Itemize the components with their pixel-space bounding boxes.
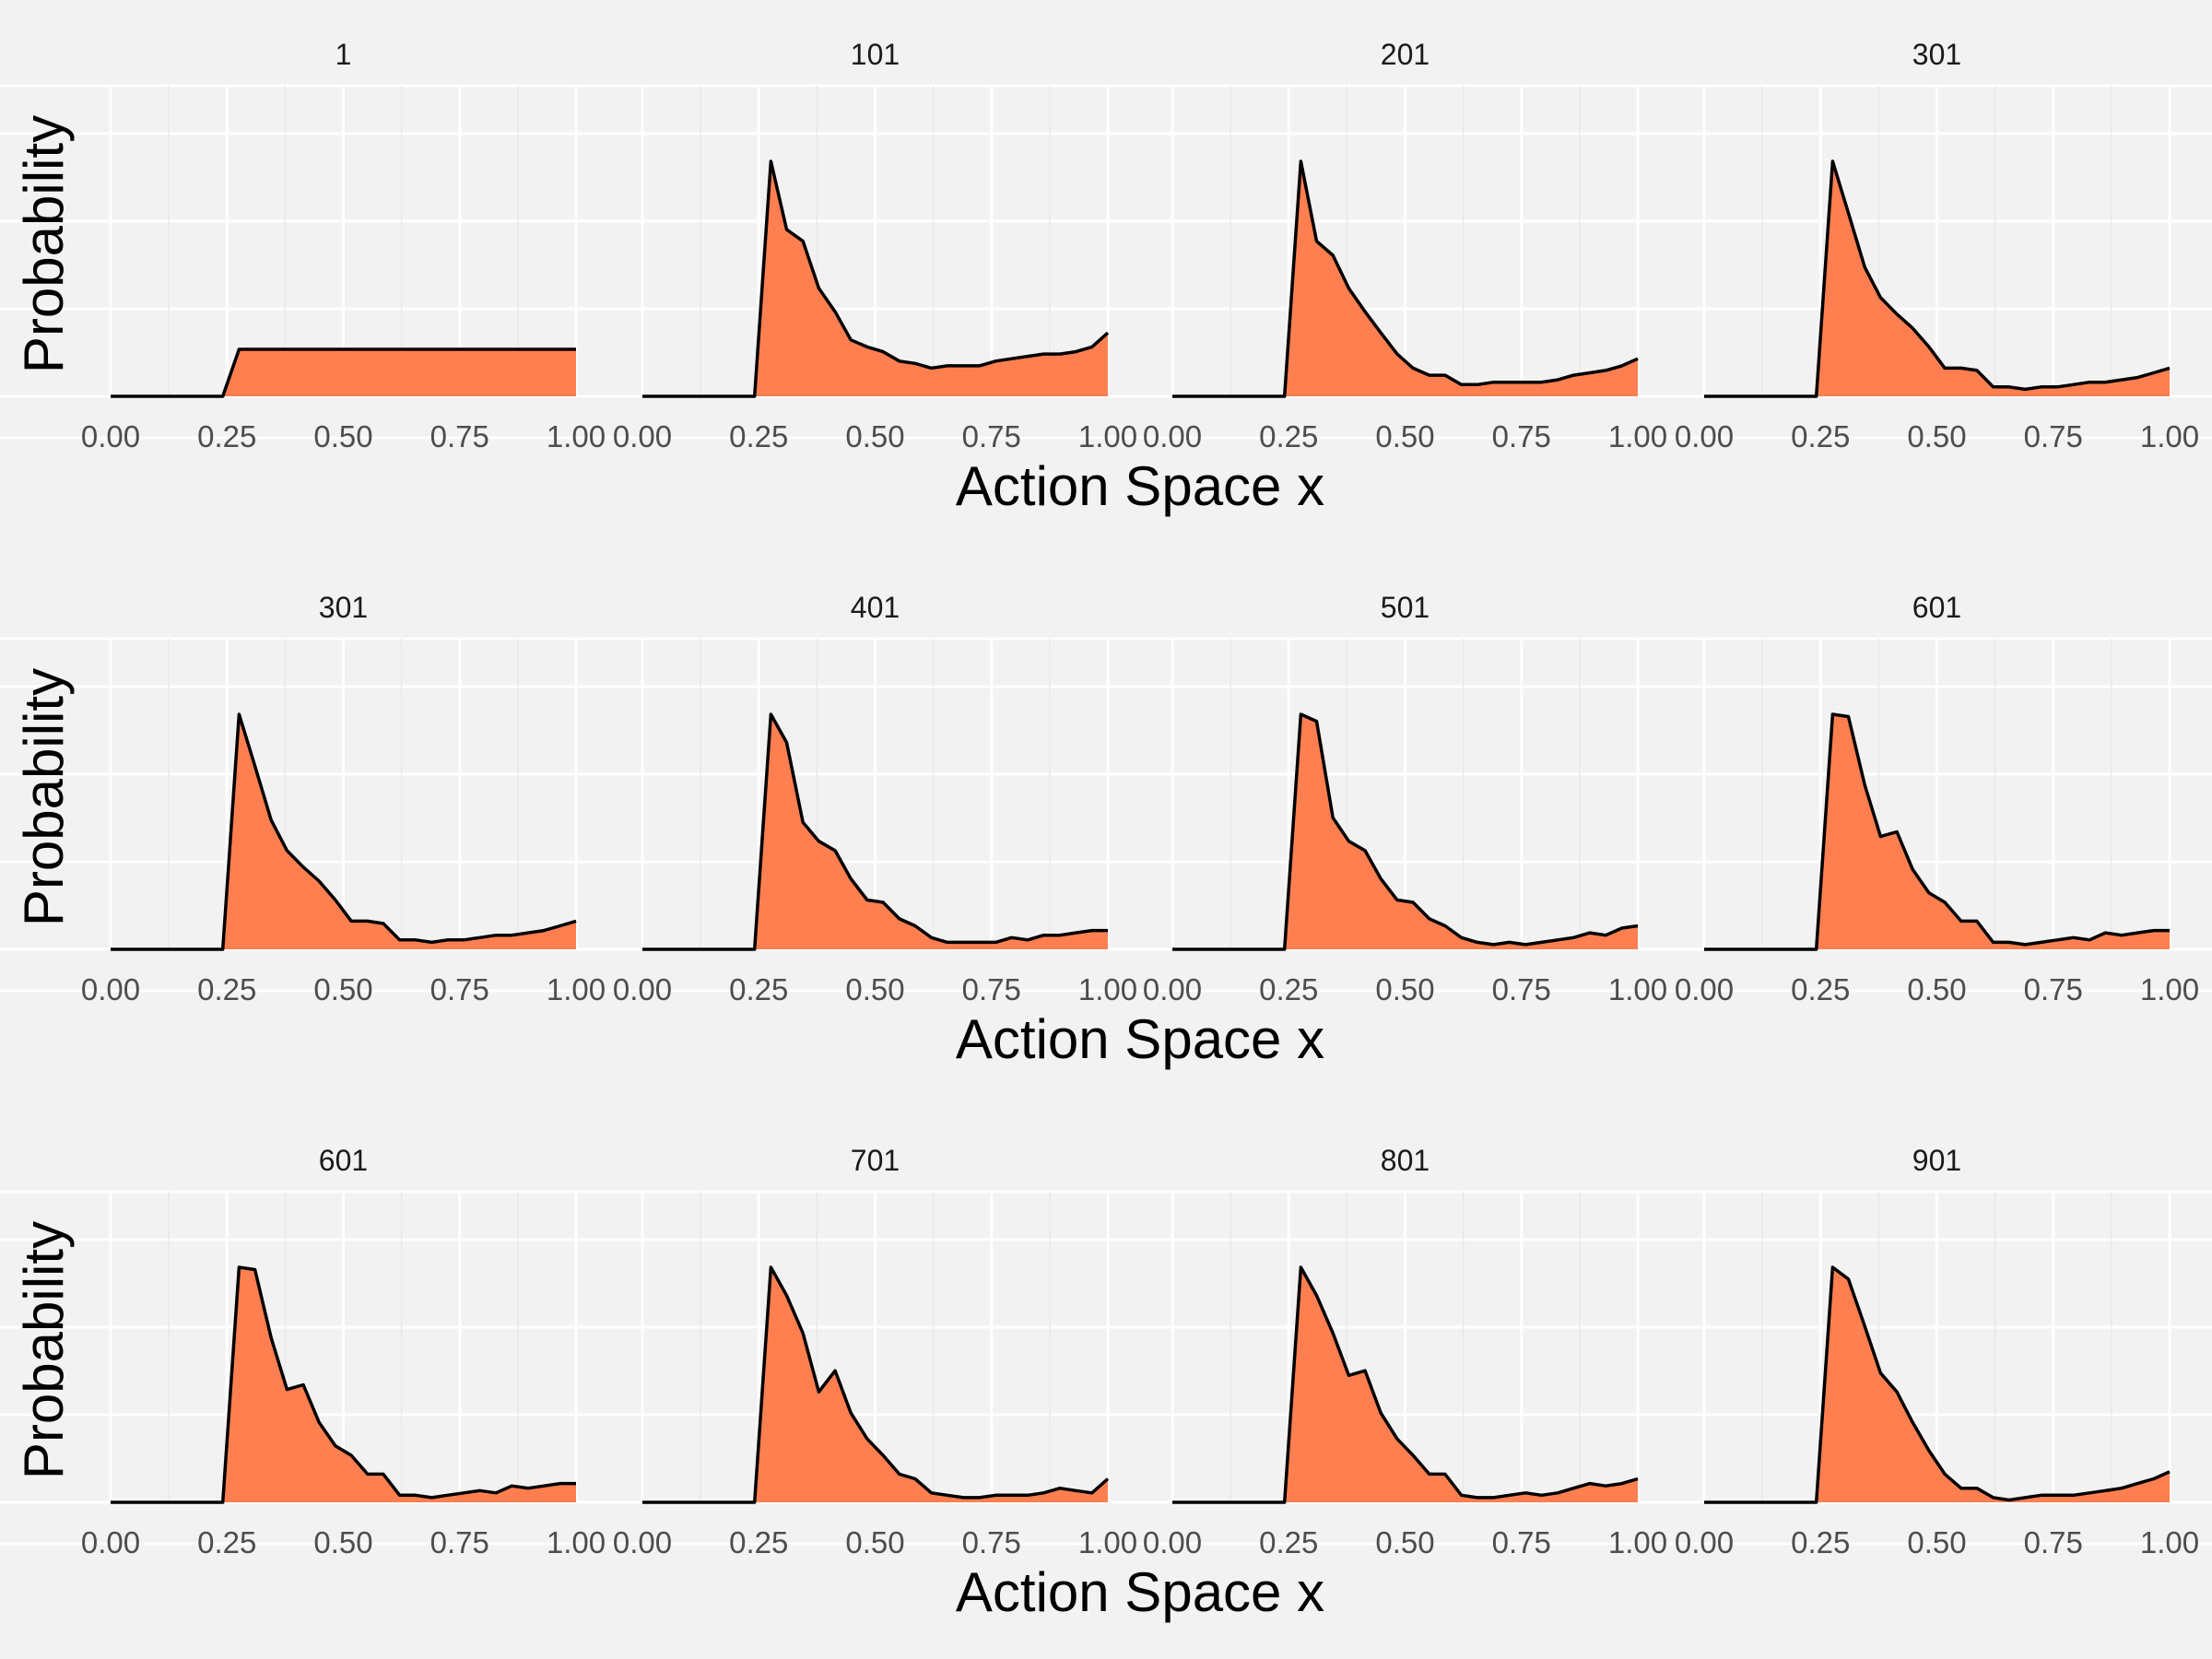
- x-tick-label: 0.75: [2024, 972, 2083, 1006]
- facet-strip-label: 101: [851, 38, 900, 71]
- density-line: [1172, 712, 1639, 951]
- x-tick-label: 0.00: [613, 1525, 672, 1559]
- x-tick-label: 0.00: [1675, 972, 1734, 1006]
- x-tick-label: 0.25: [1791, 972, 1850, 1006]
- density-line: [642, 159, 1110, 398]
- x-tick-label: 1.00: [1078, 419, 1137, 453]
- density-line: [1704, 159, 2171, 398]
- density-line: [1172, 159, 1639, 398]
- x-tick-label: 0.00: [81, 1525, 140, 1559]
- x-tick-label: 0.50: [845, 419, 904, 453]
- x-tick-label: 0.00: [613, 972, 672, 1006]
- x-tick-label: 0.25: [1259, 1525, 1318, 1559]
- x-tick-label: 0.25: [1791, 419, 1850, 453]
- x-tick-label: 0.50: [845, 1525, 904, 1559]
- facet-strip-label: 401: [851, 591, 900, 624]
- x-tick-label: 1.00: [547, 972, 606, 1006]
- x-tick-label: 0.75: [2024, 419, 2083, 453]
- facet-strip-label: 501: [1381, 591, 1430, 624]
- facet-strip-label: 701: [851, 1144, 900, 1177]
- x-axis-title: Action Space x: [956, 455, 1324, 517]
- x-tick-label: 0.75: [1492, 419, 1551, 453]
- density-line: [111, 712, 577, 951]
- x-tick-label: 0.50: [313, 1525, 372, 1559]
- x-tick-label: 0.00: [613, 419, 672, 453]
- x-tick-label: 0.25: [1791, 1525, 1850, 1559]
- x-tick-label: 0.25: [1259, 972, 1318, 1006]
- x-tick-label: 1.00: [1608, 419, 1667, 453]
- x-tick-label: 0.75: [430, 1525, 489, 1559]
- x-tick-label: 0.75: [1492, 1525, 1551, 1559]
- facet-strip-label: 801: [1381, 1144, 1430, 1177]
- x-tick-label: 0.50: [313, 972, 372, 1006]
- facet-strip-label: 1: [335, 38, 352, 71]
- y-axis-title: Probability: [13, 668, 75, 926]
- y-axis-title: Probability: [13, 1221, 75, 1479]
- x-tick-label: 0.00: [1675, 1525, 1734, 1559]
- density-line: [111, 347, 576, 398]
- x-tick-label: 0.50: [1375, 419, 1434, 453]
- facet-strip-label: 301: [319, 591, 368, 624]
- x-axis-title: Action Space x: [956, 1561, 1324, 1623]
- x-tick-label: 0.00: [1675, 419, 1734, 453]
- x-tick-label: 1.00: [2140, 972, 2199, 1006]
- x-tick-label: 0.75: [962, 1525, 1021, 1559]
- x-tick-label: 0.75: [962, 419, 1021, 453]
- x-tick-label: 1.00: [1078, 972, 1137, 1006]
- facet-strip-label: 601: [319, 1144, 368, 1177]
- density-line: [1704, 712, 2170, 951]
- x-tick-label: 0.50: [1907, 419, 1966, 453]
- x-tick-label: 0.75: [2024, 1525, 2083, 1559]
- x-tick-label: 0.25: [197, 419, 256, 453]
- x-tick-label: 0.25: [729, 419, 788, 453]
- facet-strip-label: 201: [1381, 38, 1430, 71]
- x-tick-label: 0.50: [1907, 972, 1966, 1006]
- x-tick-label: 0.75: [430, 419, 489, 453]
- density-line: [1704, 1265, 2171, 1504]
- x-tick-label: 1.00: [2140, 1525, 2199, 1559]
- density-line: [1172, 1265, 1639, 1504]
- x-tick-label: 0.50: [1907, 1525, 1966, 1559]
- y-axis-title: Probability: [13, 115, 75, 373]
- x-tick-label: 0.25: [729, 1525, 788, 1559]
- x-tick-label: 0.00: [81, 972, 140, 1006]
- x-tick-label: 0.50: [1375, 972, 1434, 1006]
- density-line: [642, 1265, 1110, 1504]
- x-tick-label: 1.00: [2140, 419, 2199, 453]
- x-tick-label: 0.50: [313, 419, 372, 453]
- x-tick-label: 0.75: [430, 972, 489, 1006]
- facet-strip-label: 601: [1912, 591, 1961, 624]
- x-tick-label: 0.00: [1143, 1525, 1202, 1559]
- density-line: [642, 712, 1108, 951]
- x-tick-label: 0.25: [1259, 419, 1318, 453]
- x-tick-label: 0.75: [1492, 972, 1551, 1006]
- x-tick-label: 0.75: [962, 972, 1021, 1006]
- x-tick-label: 0.25: [197, 972, 256, 1006]
- density-line: [111, 1265, 576, 1504]
- x-tick-label: 0.25: [197, 1525, 256, 1559]
- x-tick-label: 1.00: [1608, 1525, 1667, 1559]
- x-tick-label: 0.00: [1143, 972, 1202, 1006]
- x-tick-label: 1.00: [547, 419, 606, 453]
- x-tick-label: 1.00: [547, 1525, 606, 1559]
- x-tick-label: 1.00: [1078, 1525, 1137, 1559]
- x-tick-label: 0.50: [1375, 1525, 1434, 1559]
- facet-strip-label: 901: [1912, 1144, 1961, 1177]
- x-tick-label: 0.00: [81, 419, 140, 453]
- x-tick-label: 0.00: [1143, 419, 1202, 453]
- facet-strip-label: 301: [1912, 38, 1961, 71]
- x-tick-label: 1.00: [1608, 972, 1667, 1006]
- x-axis-title: Action Space x: [956, 1008, 1324, 1070]
- x-tick-label: 0.25: [729, 972, 788, 1006]
- x-tick-label: 0.50: [845, 972, 904, 1006]
